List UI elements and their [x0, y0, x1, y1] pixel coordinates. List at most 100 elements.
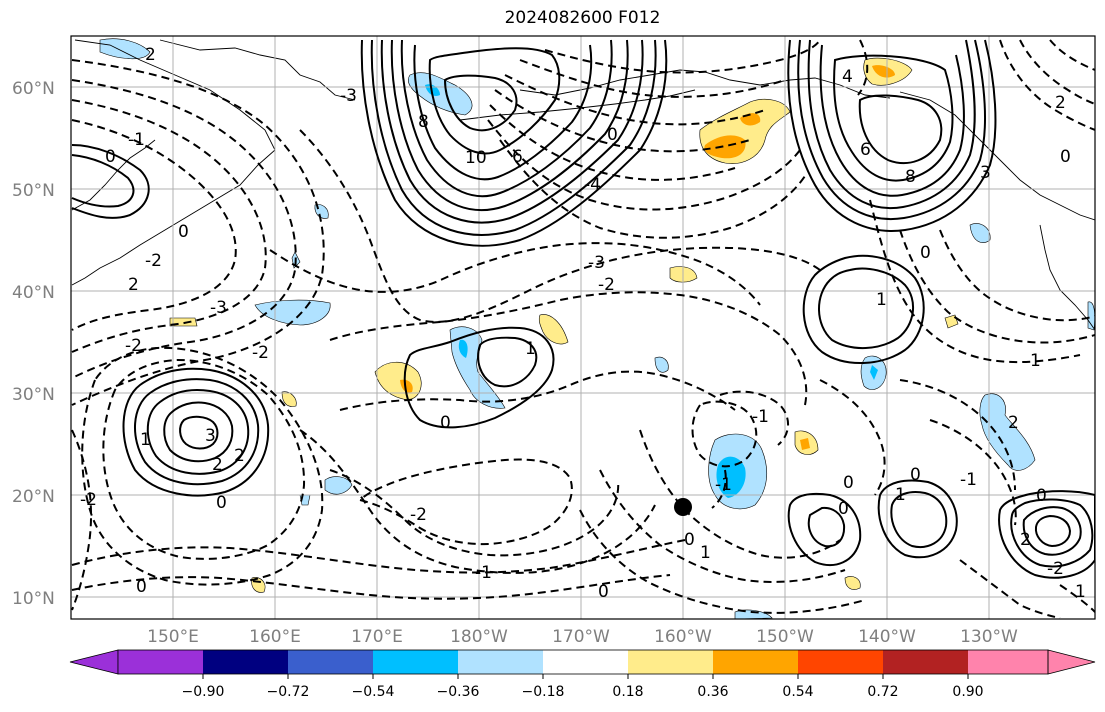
- colorbar-tick-label: −0.18: [522, 684, 565, 700]
- lon-label: 150°W: [756, 627, 814, 647]
- coastline-us-west: [1039, 224, 1095, 331]
- contour-label: 0: [843, 473, 854, 493]
- chart-title: 2024082600 F012: [504, 8, 661, 28]
- contour-label: 8: [418, 112, 429, 132]
- contour-label: 0: [136, 577, 147, 597]
- map-plot-area: 2 0 -1 0 -2 -3 2 -2 -2 1 3 2 2 0 -2 -3 8…: [71, 36, 1095, 619]
- colorbar-tick-label: 0.36: [697, 684, 728, 700]
- pos-patch: [800, 438, 810, 450]
- contour-label: 0: [1036, 486, 1047, 506]
- coastline-kamchatka: [71, 39, 276, 286]
- contour-label: -1: [752, 407, 769, 427]
- neg-patch: [654, 356, 669, 373]
- storm-center-marker: [674, 498, 692, 516]
- colorbar-tick-label: −0.90: [182, 684, 225, 700]
- coastline-siberia: [159, 39, 356, 101]
- contour-label: -1: [128, 130, 145, 150]
- colorbar: −0.90 −0.72 −0.54 −0.36 −0.18 0.18 0.36 …: [69, 649, 1096, 700]
- contour-label: 0: [607, 125, 618, 145]
- lat-axis: 60°N 50°N 40°N 30°N 20°N 10°N: [12, 79, 55, 609]
- contour-label: 2: [1008, 413, 1019, 433]
- contour-label: -2: [125, 336, 142, 356]
- lon-label: 150°E: [147, 627, 199, 647]
- lon-label: 170°E: [351, 627, 403, 647]
- pos-patch: [538, 314, 569, 345]
- contour-label: 4: [842, 67, 853, 87]
- contour-label: -2: [80, 490, 97, 510]
- contour-label: -2: [1047, 559, 1064, 579]
- contour-label: 2: [145, 45, 156, 65]
- colorbar-min-extension: [69, 649, 119, 675]
- contour-label: 0: [838, 499, 849, 519]
- lat-label: 30°N: [12, 385, 55, 405]
- contour-label: 3: [205, 426, 216, 446]
- contour-label: 0: [1060, 147, 1071, 167]
- colorbar-tick-label: 0.90: [952, 684, 983, 700]
- lat-label: 10°N: [12, 589, 55, 609]
- contour-label: -2: [145, 251, 162, 271]
- colorbar-swatch: [798, 650, 883, 674]
- contour-label: -4: [584, 175, 601, 195]
- contour-label: 0: [920, 243, 931, 263]
- contour-label: 10: [465, 148, 487, 168]
- contour-label: 2: [1020, 530, 1031, 550]
- contour-label: 1: [140, 430, 151, 450]
- contour-label: 2: [128, 275, 139, 295]
- coastline-bc: [899, 91, 1095, 221]
- contour-label: -1: [475, 563, 492, 583]
- negative-contours: [71, 39, 1095, 619]
- neg-patch: [969, 223, 991, 243]
- pos-patch: [400, 379, 413, 393]
- lon-label: 160°W: [654, 627, 712, 647]
- colorbar-swatch: [118, 650, 203, 674]
- colorbar-swatch: [373, 650, 458, 674]
- neg-patch: [979, 393, 1036, 471]
- contour-label: -3: [588, 253, 605, 273]
- colorbar-tick-label: 0.18: [612, 684, 643, 700]
- lat-label: 50°N: [12, 181, 55, 201]
- colorbar-tick-label: −0.36: [437, 684, 480, 700]
- colorbar-swatch: [968, 650, 1048, 674]
- lon-label: 140°W: [858, 627, 916, 647]
- contour-label: 1: [1030, 351, 1041, 371]
- colorbar-tick-label: −0.72: [267, 684, 310, 700]
- contour-label: 1: [525, 339, 536, 359]
- pos-patch: [844, 576, 861, 590]
- contour-label: 0: [216, 493, 227, 513]
- colorbar-swatch: [883, 650, 968, 674]
- colorbar-swatch: [628, 650, 713, 674]
- contour-label: 8: [905, 167, 916, 187]
- contour-label: 0: [598, 582, 609, 602]
- contour-label: 1: [1075, 582, 1086, 602]
- colorbar-swatch: [543, 650, 628, 674]
- lon-label: 170°W: [552, 627, 610, 647]
- lat-label: 40°N: [12, 283, 55, 303]
- lon-label: 130°W: [960, 627, 1018, 647]
- colorbar-tick-label: 0.54: [782, 684, 813, 700]
- contour-label: 1: [895, 485, 906, 505]
- neg-patch: [408, 72, 473, 116]
- contour-label: 0: [684, 530, 695, 550]
- contour-label: -2: [410, 505, 427, 525]
- coastline-aleutians: [459, 89, 696, 121]
- map-frame: [70, 35, 1096, 620]
- contour-label: 2: [1055, 93, 1066, 113]
- contour-label: -3: [340, 86, 357, 106]
- contour-label: 0: [178, 222, 189, 242]
- colorbar-swatch: [713, 650, 798, 674]
- colorbar-swatch: [458, 650, 543, 674]
- contour-label: 6: [512, 147, 523, 167]
- contour-label: 0: [910, 465, 921, 485]
- contour-label: 0: [105, 147, 116, 167]
- lon-label: 180°W: [450, 627, 508, 647]
- contour-label: 0: [440, 413, 451, 433]
- lat-label: 20°N: [12, 487, 55, 507]
- colorbar-swatch: [288, 650, 373, 674]
- colorbar-frame: [117, 649, 1049, 675]
- colorbar-tick-label: −0.54: [352, 684, 395, 700]
- contour-label: -3: [210, 298, 227, 318]
- pos-patch: [872, 65, 895, 78]
- neg-patch: [870, 365, 878, 380]
- neg-patch: [324, 476, 353, 495]
